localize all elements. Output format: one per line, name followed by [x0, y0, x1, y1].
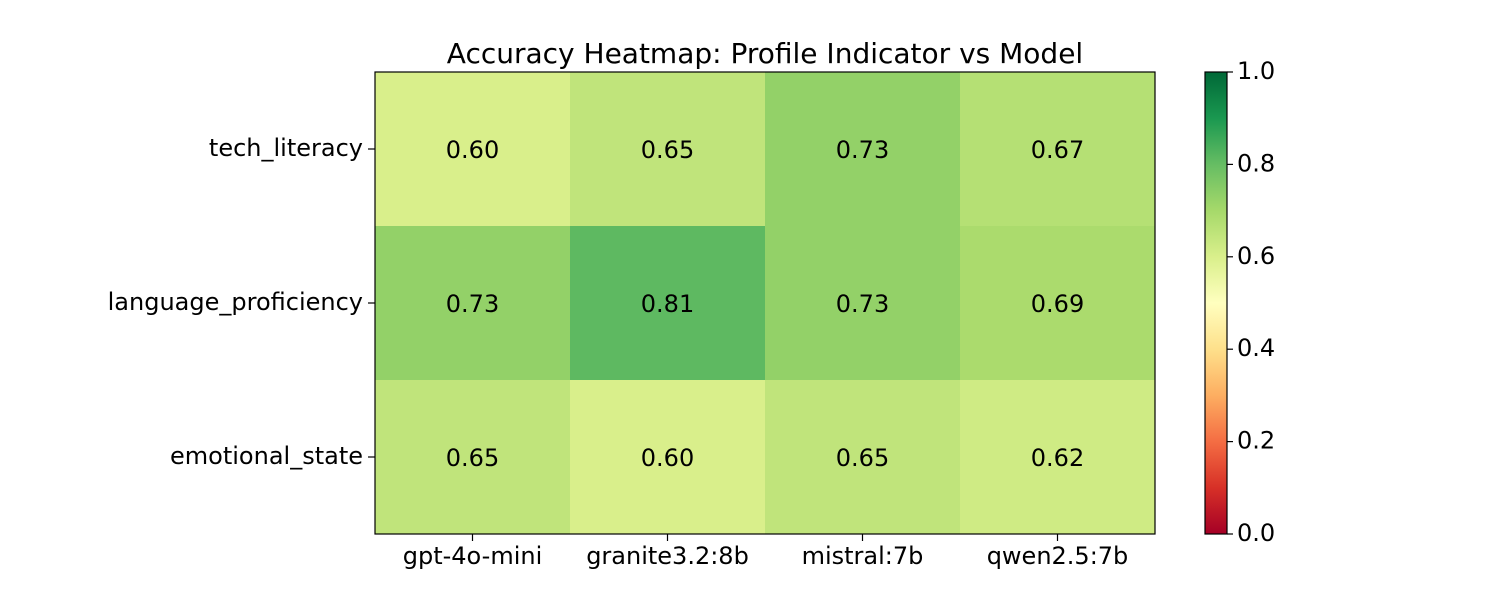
heatmap-cell: [375, 380, 571, 535]
cell-value-label: 0.73: [836, 290, 889, 318]
colorbar-tick-label: 0.4: [1237, 334, 1275, 362]
heatmap-cell: [960, 72, 1156, 227]
heatmap-cell: [375, 226, 571, 381]
cell-value-label: 0.65: [446, 444, 499, 472]
y-axis-ticks: tech_literacy language_proficiencyemotion…: [108, 134, 375, 470]
colorbar-ticks: 0.0 0.2 0.4 0.6 0.8 1.0: [1227, 57, 1275, 547]
x-tick-label: gpt-4o-mini: [403, 542, 543, 570]
colorbar-tick-label: 0.0: [1237, 519, 1275, 547]
y-tick-label: tech_literacy: [209, 134, 363, 162]
heatmap-cell-labels: 0.60 0.65 0.73 0.67 0.73 0.81 0.73 0.69 0.65 0.60…: [446, 136, 1084, 472]
colorbar: [1204, 71, 1228, 535]
colorbar-tick-label: 0.2: [1237, 427, 1275, 455]
cell-value-label: 0.69: [1031, 290, 1084, 318]
chart-title: Accuracy Heatmap: Profile Indicator vs M…: [447, 37, 1083, 70]
cell-value-label: 0.81: [641, 290, 694, 318]
heatmap-cell: [765, 380, 961, 535]
cell-value-label: 0.60: [446, 136, 499, 164]
heatmap-cell: [960, 226, 1156, 381]
colorbar-tick-label: 1.0: [1237, 57, 1275, 85]
cell-value-label: 0.60: [641, 444, 694, 472]
cell-value-label: 0.65: [836, 444, 889, 472]
colorbar-tick-label: 0.6: [1237, 242, 1275, 270]
x-tick-label: mistral:7b: [802, 542, 924, 570]
colorbar-tick-label: 0.8: [1237, 149, 1275, 177]
y-tick-label: language_proficiency: [108, 288, 363, 316]
heatmap-cell: [765, 226, 961, 381]
heatmap-cell: [375, 72, 571, 227]
heatmap-cell: [570, 72, 766, 227]
x-axis-ticks: gpt-4o-mini granite3.2:8b mistral:7b qwen2.…: [403, 534, 1129, 570]
cell-value-label: 0.73: [446, 290, 499, 318]
cell-value-label: 0.62: [1031, 444, 1084, 472]
cell-value-label: 0.73: [836, 136, 889, 164]
cell-value-label: 0.65: [641, 136, 694, 164]
y-tick-label: emotional_state: [170, 442, 363, 470]
heatmap-cell: [570, 226, 766, 381]
heatmap-cell: [960, 380, 1156, 535]
heatmap-cells: [375, 72, 1156, 535]
heatmap-cell: [570, 380, 766, 535]
heatmap-cell: [765, 72, 961, 227]
x-tick-label: granite3.2:8b: [586, 542, 749, 570]
x-tick-label: qwen2.5:7b: [987, 542, 1129, 570]
cell-value-label: 0.67: [1031, 136, 1084, 164]
